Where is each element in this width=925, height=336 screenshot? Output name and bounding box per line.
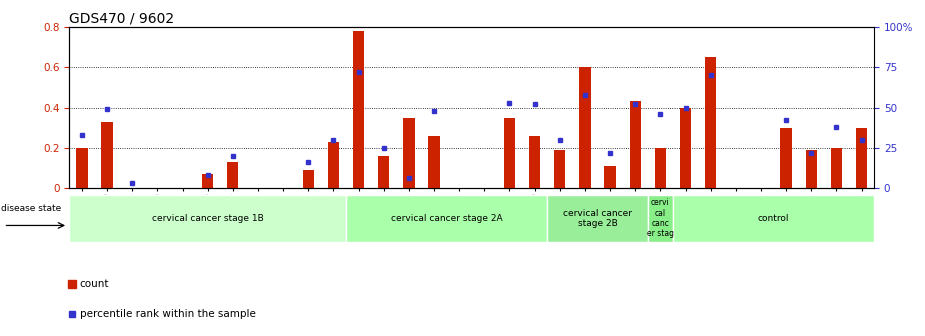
Bar <box>630 101 641 188</box>
Text: control: control <box>758 214 789 223</box>
Bar <box>353 31 364 188</box>
Bar <box>378 156 389 188</box>
Bar <box>327 142 339 188</box>
Bar <box>302 170 314 188</box>
Bar <box>705 57 716 188</box>
FancyBboxPatch shape <box>673 195 874 242</box>
FancyBboxPatch shape <box>548 195 648 242</box>
Bar <box>579 67 590 188</box>
Text: GDS470 / 9602: GDS470 / 9602 <box>69 12 175 26</box>
Bar <box>529 136 540 188</box>
Bar <box>504 118 515 188</box>
Text: cervi
cal
canc
er stag: cervi cal canc er stag <box>647 198 674 239</box>
Bar <box>604 166 616 188</box>
Text: count: count <box>80 279 109 289</box>
Bar <box>428 136 439 188</box>
Bar <box>856 128 868 188</box>
FancyBboxPatch shape <box>346 195 548 242</box>
Bar <box>655 148 666 188</box>
Bar <box>403 118 414 188</box>
Bar <box>102 122 113 188</box>
Text: cervical cancer stage 1B: cervical cancer stage 1B <box>152 214 264 223</box>
Text: cervical cancer stage 2A: cervical cancer stage 2A <box>390 214 502 223</box>
FancyBboxPatch shape <box>648 195 673 242</box>
Bar <box>228 162 239 188</box>
FancyBboxPatch shape <box>69 195 346 242</box>
Bar <box>781 128 792 188</box>
Bar <box>680 108 691 188</box>
Bar <box>554 150 565 188</box>
Bar <box>831 148 842 188</box>
Bar <box>202 174 214 188</box>
Text: cervical cancer
stage 2B: cervical cancer stage 2B <box>563 209 632 228</box>
Bar <box>76 148 88 188</box>
Text: disease state: disease state <box>2 204 62 213</box>
Text: percentile rank within the sample: percentile rank within the sample <box>80 309 255 319</box>
Bar <box>806 150 817 188</box>
